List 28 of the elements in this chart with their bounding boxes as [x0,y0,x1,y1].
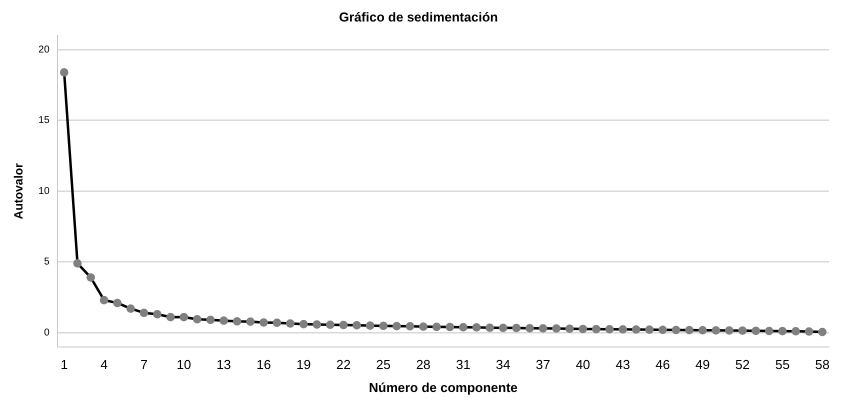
x-tick-label: 52 [735,357,750,372]
chart-title: Gráfico de sedimentación [339,9,498,24]
x-tick-label: 7 [140,357,148,372]
y-tick-label: 0 [44,327,50,338]
x-tick-label: 31 [456,357,470,372]
y-tick-label: 20 [38,44,50,56]
y-tick-label: 10 [38,186,50,197]
x-tick-label: 37 [536,357,550,372]
x-tick-label: 46 [656,357,670,372]
x-tick-label: 43 [616,357,630,372]
x-tick-label: 40 [576,357,590,372]
x-tick-label: 13 [216,357,232,372]
x-tick-label: 1 [60,357,68,372]
x-axis-title: Número de componente [368,380,518,395]
x-tick-label: 16 [256,357,271,372]
x-tick-label: 28 [416,357,431,372]
x-tick-label: 55 [775,357,790,372]
x-tick-label: 10 [176,357,192,372]
x-tick-label: 25 [376,357,391,372]
y-tick-label: 15 [38,115,50,126]
x-tick-label: 19 [296,357,311,372]
x-tick-label: 4 [100,357,108,372]
x-tick-label: 58 [815,357,830,372]
y-tick-label: 5 [44,256,50,268]
x-tick-label: 49 [695,357,710,372]
x-tick-label: 34 [496,357,510,372]
x-tick-label: 22 [336,357,351,372]
y-axis-title: Autovalor [12,162,26,220]
